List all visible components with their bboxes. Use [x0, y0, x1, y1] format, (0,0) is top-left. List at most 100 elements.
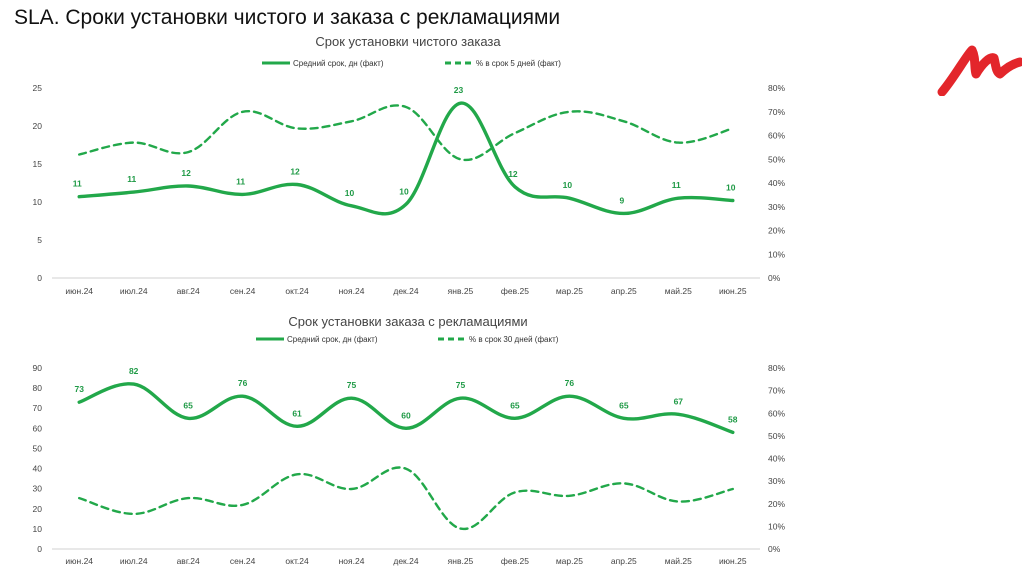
- x-tick-label: янв.25: [448, 286, 474, 296]
- y2-tick-label: 20%: [768, 226, 785, 236]
- y-tick-label: 10: [33, 524, 43, 534]
- brand-logo-mark: [937, 45, 1022, 96]
- y-tick-label: 15: [33, 159, 43, 169]
- y2-tick-label: 40%: [768, 178, 785, 188]
- y-tick-label: 90: [33, 363, 43, 373]
- y-tick-label: 20: [33, 504, 43, 514]
- x-tick-label: июл.24: [120, 556, 148, 566]
- y-tick-label: 25: [33, 83, 43, 93]
- y2-tick-label: 80%: [768, 83, 785, 93]
- x-tick-label: июн.25: [719, 556, 747, 566]
- data-label: 10: [563, 180, 573, 190]
- y2-tick-label: 60%: [768, 131, 785, 141]
- data-label: 76: [238, 378, 248, 388]
- data-label: 12: [290, 167, 300, 177]
- legend-label-2: % в срок 30 дней (факт): [469, 335, 559, 344]
- legend-label-1: Средний срок, дн (факт): [293, 59, 384, 68]
- legend-label-1: Средний срок, дн (факт): [287, 335, 378, 344]
- data-label: 76: [565, 378, 575, 388]
- series-line-avg-days: [77, 382, 735, 435]
- x-tick-label: май.25: [665, 556, 692, 566]
- y2-tick-label: 20%: [768, 499, 785, 509]
- x-tick-label: июн.24: [65, 286, 93, 296]
- x-tick-label: окт.24: [285, 556, 309, 566]
- data-label: 73: [74, 384, 84, 394]
- y2-tick-label: 80%: [768, 363, 785, 373]
- x-tick-label: фев.25: [501, 556, 529, 566]
- x-tick-label: июл.24: [120, 286, 148, 296]
- y2-tick-label: 30%: [768, 476, 785, 486]
- series-line-percent: [78, 104, 734, 162]
- series-line-avg-days: [77, 101, 735, 216]
- x-tick-label: мар.25: [556, 286, 583, 296]
- y-tick-label: 0: [37, 544, 42, 554]
- x-tick-label: ноя.24: [339, 286, 365, 296]
- x-tick-label: ноя.24: [339, 556, 365, 566]
- y-tick-label: 5: [37, 235, 42, 245]
- data-label: 65: [510, 400, 520, 410]
- x-tick-label: мар.25: [556, 556, 583, 566]
- data-label: 75: [347, 380, 357, 390]
- x-tick-label: апр.25: [611, 556, 637, 566]
- data-label: 60: [401, 410, 411, 420]
- x-tick-label: окт.24: [285, 286, 309, 296]
- y-tick-label: 50: [33, 443, 43, 453]
- data-label: 61: [292, 408, 302, 418]
- y-tick-label: 10: [33, 197, 43, 207]
- y2-tick-label: 50%: [768, 431, 785, 441]
- data-label: 11: [672, 180, 681, 190]
- x-tick-label: апр.25: [611, 286, 637, 296]
- data-label: 11: [127, 174, 136, 184]
- chart-clean-order: Срок установки чистого заказа Средний сро…: [33, 34, 786, 296]
- x-tick-label: авг.24: [177, 286, 200, 296]
- y2-tick-label: 60%: [768, 408, 785, 418]
- y2-tick-label: 10%: [768, 521, 785, 531]
- x-tick-label: янв.25: [448, 556, 474, 566]
- data-label: 9: [619, 195, 624, 205]
- y-tick-label: 80: [33, 383, 43, 393]
- y2-tick-label: 50%: [768, 154, 785, 164]
- y-tick-label: 60: [33, 423, 43, 433]
- x-tick-label: фев.25: [501, 286, 529, 296]
- chart-title: Срок установки чистого заказа: [315, 34, 501, 49]
- legend-label-2: % в срок 5 дней (факт): [476, 59, 561, 68]
- page-title: SLA. Сроки установки чистого и заказа с …: [14, 6, 561, 29]
- y-tick-label: 40: [33, 464, 43, 474]
- x-tick-label: сен.24: [230, 286, 256, 296]
- y2-tick-label: 10%: [768, 249, 785, 259]
- data-label: 67: [674, 396, 684, 406]
- data-label: 10: [399, 186, 409, 196]
- y2-tick-label: 40%: [768, 454, 785, 464]
- chart-title: Срок установки заказа с рекламациями: [288, 314, 527, 329]
- y-tick-label: 70: [33, 403, 43, 413]
- y-tick-label: 30: [33, 484, 43, 494]
- data-label: 12: [508, 169, 518, 179]
- data-label: 58: [728, 414, 738, 424]
- chart-claims-order: Срок установки заказа с рекламациями Сред…: [33, 314, 786, 566]
- data-label: 65: [183, 400, 193, 410]
- x-tick-label: май.25: [665, 286, 692, 296]
- y-tick-label: 20: [33, 121, 43, 131]
- data-label: 10: [726, 182, 736, 192]
- x-tick-label: дек.24: [393, 556, 418, 566]
- x-tick-label: сен.24: [230, 556, 256, 566]
- data-label: 82: [129, 366, 139, 376]
- x-tick-label: июн.25: [719, 286, 747, 296]
- data-label: 23: [454, 85, 464, 95]
- data-label: 11: [73, 179, 82, 189]
- y2-tick-label: 30%: [768, 202, 785, 212]
- data-label: 11: [236, 176, 245, 186]
- x-tick-label: дек.24: [393, 286, 418, 296]
- x-tick-label: авг.24: [177, 556, 200, 566]
- y2-tick-label: 70%: [768, 107, 785, 117]
- data-label: 75: [456, 380, 466, 390]
- x-tick-label: июн.24: [65, 556, 93, 566]
- data-label: 65: [619, 400, 629, 410]
- y2-tick-label: 0%: [768, 273, 781, 283]
- y2-tick-label: 70%: [768, 386, 785, 396]
- series-line-percent: [78, 466, 734, 530]
- brand-logo: [937, 45, 1022, 96]
- y-tick-label: 0: [37, 273, 42, 283]
- data-label: 12: [181, 168, 191, 178]
- y2-tick-label: 0%: [768, 544, 781, 554]
